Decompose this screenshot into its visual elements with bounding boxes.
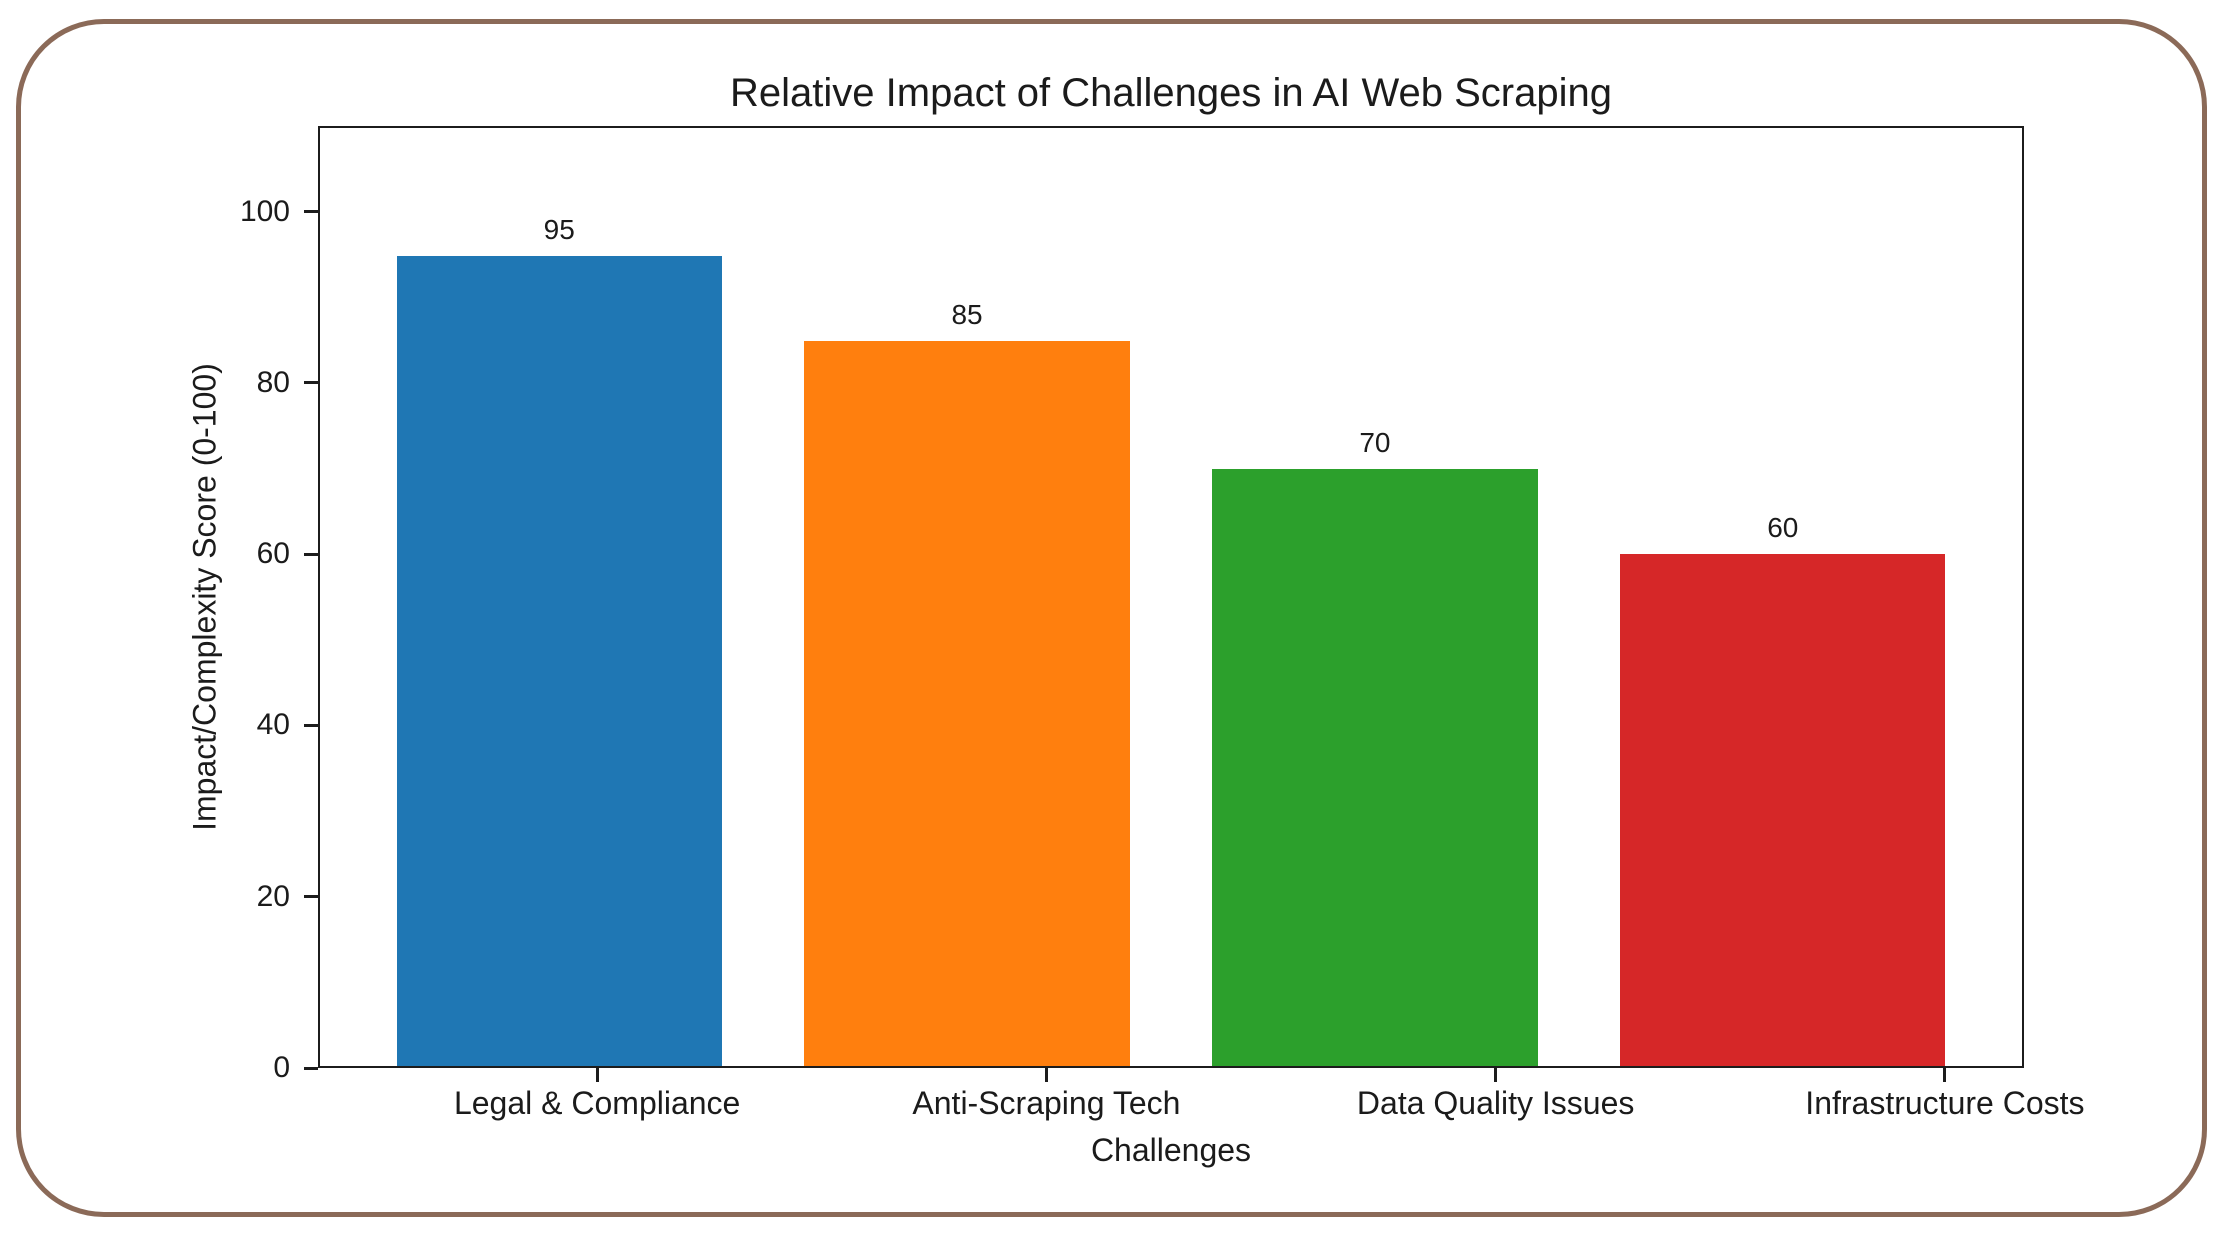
bar-slot-legal-compliance: 95 <box>396 128 722 1066</box>
bar-data-quality-issues <box>1212 469 1538 1066</box>
bar-slot-data-quality-issues: 70 <box>1212 128 1538 1066</box>
y-tick-label: 80 <box>256 365 290 399</box>
bar-value-label: 95 <box>543 213 575 245</box>
x-tick-mark <box>1943 1068 1947 1082</box>
y-tick-label: 100 <box>239 194 290 228</box>
x-tick-mark <box>1494 1068 1498 1082</box>
x-tick-cell-legal-compliance: Legal & Compliance <box>418 1068 776 1122</box>
x-tick-label: Anti-Scraping Tech <box>912 1085 1181 1121</box>
y-tick-mark <box>304 381 318 385</box>
y-tick-mark <box>304 1066 318 1070</box>
bar-slot-infrastructure-costs: 60 <box>1620 128 1946 1066</box>
y-tick-label: 40 <box>256 708 290 742</box>
y-axis-ticks: 0 20 40 60 80 100 <box>0 126 318 1084</box>
x-axis-ticks: Legal & Compliance Anti-Scraping Tech Data… <box>318 1068 2223 1122</box>
y-tick-mark <box>304 723 318 727</box>
y-tick-label: 60 <box>256 537 290 571</box>
x-tick-cell-anti-scraping-tech: Anti-Scraping Tech <box>867 1068 1225 1122</box>
bar-value-label: 70 <box>1359 427 1391 459</box>
y-tick-mark <box>304 210 318 214</box>
x-tick-mark <box>1044 1068 1048 1082</box>
x-tick-mark <box>595 1068 599 1082</box>
x-tick-cell-infrastructure-costs: Infrastructure Costs <box>1766 1068 2124 1122</box>
x-axis-label: Challenges <box>1090 1132 1252 1168</box>
x-tick-label: Infrastructure Costs <box>1805 1085 2085 1121</box>
x-tick-label: Data Quality Issues <box>1356 1085 1635 1121</box>
bar-slot-anti-scraping-tech: 85 <box>804 128 1130 1066</box>
bar-value-label: 85 <box>951 299 983 331</box>
bar-legal-compliance <box>396 255 722 1066</box>
y-tick-mark <box>304 552 318 556</box>
y-tick-label: 0 <box>273 1051 290 1084</box>
bars-row: 95 85 70 60 <box>320 128 2022 1066</box>
bar-value-label: 60 <box>1767 512 1799 544</box>
figure-border <box>16 19 2207 1217</box>
y-tick-label: 20 <box>256 879 290 913</box>
bar-anti-scraping-tech <box>804 341 1130 1066</box>
chart-title: Relative Impact of Challenges in AI Web … <box>730 71 1612 115</box>
bar-infrastructure-costs <box>1620 554 1946 1066</box>
x-tick-label: Legal & Compliance <box>453 1085 741 1121</box>
plot-area: 95 85 70 60 <box>318 126 2024 1068</box>
x-tick-cell-data-quality-issues: Data Quality Issues <box>1317 1068 1675 1122</box>
y-tick-mark <box>304 895 318 899</box>
